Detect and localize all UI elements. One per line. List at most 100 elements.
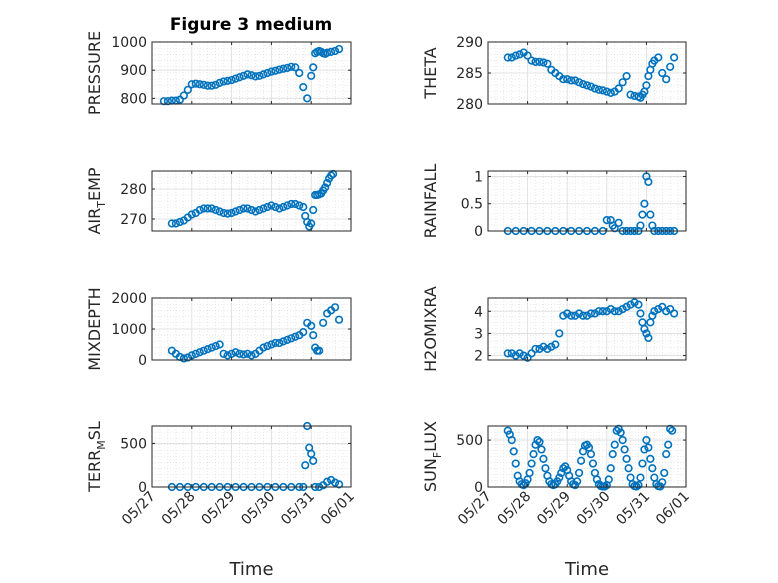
subplot-3-data-point xyxy=(215,207,224,216)
subplot-8-data-point xyxy=(662,450,671,459)
subplot-3-data-point xyxy=(239,204,248,213)
subplot-1-data-point xyxy=(227,75,236,85)
subplot-6-axes-box xyxy=(487,297,687,361)
subplot-8-data-point xyxy=(624,464,633,473)
subplot-5-ytick-label: 0 xyxy=(138,353,147,369)
subplot-8-data-point xyxy=(608,450,617,459)
subplot-3-data-point xyxy=(275,204,284,213)
figure-title: Figure 3 medium xyxy=(170,15,332,35)
subplot-8-data-point xyxy=(576,456,586,465)
subplot-3-data-point xyxy=(255,205,264,215)
subplot-3-data-point xyxy=(199,204,208,213)
subplot-2-data-series xyxy=(503,48,679,102)
subplot-6-ytick-label: 2 xyxy=(474,349,483,365)
subplot-1-data-point xyxy=(239,71,248,80)
subplot-8-data-point xyxy=(535,437,544,447)
subplot-1-data-point xyxy=(195,80,204,89)
subplot-8-data-point xyxy=(622,454,631,463)
subplot-3-data-point xyxy=(167,219,176,228)
subplot-6-data-point xyxy=(670,309,679,318)
subplot-6-data-point xyxy=(650,307,659,316)
subplot-3-axes-box xyxy=(151,170,352,232)
subplot-2-data-point xyxy=(670,53,679,62)
subplot-5: 0 1000 2000 MIXDEPTH xyxy=(85,287,352,371)
subplot-5-data-point xyxy=(215,340,224,349)
subplot-3-data-point xyxy=(223,209,232,218)
subplot-7-ylabel-main: TERR xyxy=(85,450,104,493)
subplot-8-data-point xyxy=(604,475,613,484)
subplot-1-ytick-label: 900 xyxy=(120,63,147,79)
subplot-6-data-point xyxy=(594,307,603,316)
subplot-1-ylabel: PRESSURE xyxy=(85,31,104,115)
subplot-3-data-point xyxy=(243,204,252,213)
subplot-1-data-point xyxy=(191,79,200,88)
subplot-1-data-point xyxy=(295,68,304,78)
subplot-5-ytick-label: 2000 xyxy=(111,291,147,307)
subplot-6-ytick-label: 3 xyxy=(474,326,483,342)
subplot-4-data-point xyxy=(644,177,653,187)
subplot-2-data-point xyxy=(614,84,623,93)
subplot-2-data-point xyxy=(618,78,627,87)
subplot-4-data-point xyxy=(602,215,611,225)
subplot-5-data-series xyxy=(167,303,344,363)
subplot-3: 270 280 AIRTEMP xyxy=(85,167,352,235)
subplot-8-data-point xyxy=(574,468,584,478)
subplot-4-ytick-label: 1 xyxy=(474,169,483,185)
subplot-6-data-point xyxy=(640,324,649,334)
subplot-6-data-point xyxy=(642,329,651,338)
subplot-8-data-point xyxy=(586,450,596,459)
subplot-3-data-point xyxy=(299,202,308,212)
subplot-6-data-point xyxy=(634,300,643,309)
subplot-4: 0 0.5 1 RAINFALL xyxy=(421,164,687,240)
subplot-5-data-point xyxy=(309,331,318,340)
subplot-3-ylabel-subscript: T xyxy=(95,201,108,209)
subplot-3-data-point xyxy=(309,205,318,215)
subplot-1-data-point xyxy=(271,66,280,75)
subplot-8-data-point xyxy=(592,475,602,484)
subplot-7-data-point xyxy=(323,477,332,486)
subplot-3-data-point xyxy=(321,183,330,192)
subplot-8-data-point xyxy=(664,440,673,449)
subplot-2-data-point xyxy=(578,80,588,89)
subplot-2-data-point xyxy=(527,56,536,65)
subplot-1-data-point xyxy=(215,78,224,87)
subplot-4-axes-box xyxy=(487,170,687,232)
subplot-2-data-point xyxy=(594,85,603,94)
subplot-5-data-point xyxy=(267,340,276,349)
subplot-5-data-point xyxy=(223,351,232,360)
subplot-1-data-point xyxy=(199,80,208,89)
subplot-8-data-point xyxy=(610,440,619,449)
subplot-4-ytick-label: 0 xyxy=(474,224,483,240)
subplot-6-data-point xyxy=(610,307,619,316)
subplot-1-data-series xyxy=(159,44,344,106)
subplot-2-data-point xyxy=(586,82,596,91)
subplot-5-data-point xyxy=(315,346,324,355)
subplot-6-data-point xyxy=(614,307,623,316)
subplot-6-data-point xyxy=(551,340,560,349)
subplot-1-data-point xyxy=(275,65,284,74)
subplot-8-data-point xyxy=(529,450,538,459)
subplot-3-data-point xyxy=(323,178,332,188)
subplot-1-data-point xyxy=(309,63,318,72)
subplot-5-data-point xyxy=(211,341,220,351)
subplot-1-data-point xyxy=(255,71,264,80)
subplot-2-data-point xyxy=(507,53,516,62)
subplot-8-data-point xyxy=(640,445,649,454)
subplot-8-data-point xyxy=(511,459,520,468)
subplot-5-data-point xyxy=(271,338,280,348)
subplot-6-ytick-label: 4 xyxy=(474,304,483,320)
subplot-8-ylabel-main: SUN xyxy=(421,458,440,492)
subplot-6-data-point xyxy=(539,342,548,351)
subplot-4-data-point xyxy=(610,224,619,233)
subplot-8-ylabel-subscript: F xyxy=(431,452,444,458)
subplot-8-data-point xyxy=(572,477,582,486)
subplot-1-data-point xyxy=(207,81,216,90)
subplot-1-data-point xyxy=(251,72,260,81)
subplot-6-data-point xyxy=(666,304,675,314)
subplot-5-data-point xyxy=(275,338,284,348)
subplot-3-data-point xyxy=(227,208,236,218)
subplot-8-ylabel-rest: LUX xyxy=(421,421,440,452)
subplot-1-data-point xyxy=(334,44,344,54)
subplot-1-data-point xyxy=(299,82,308,92)
subplot-5-data-point xyxy=(307,321,316,331)
